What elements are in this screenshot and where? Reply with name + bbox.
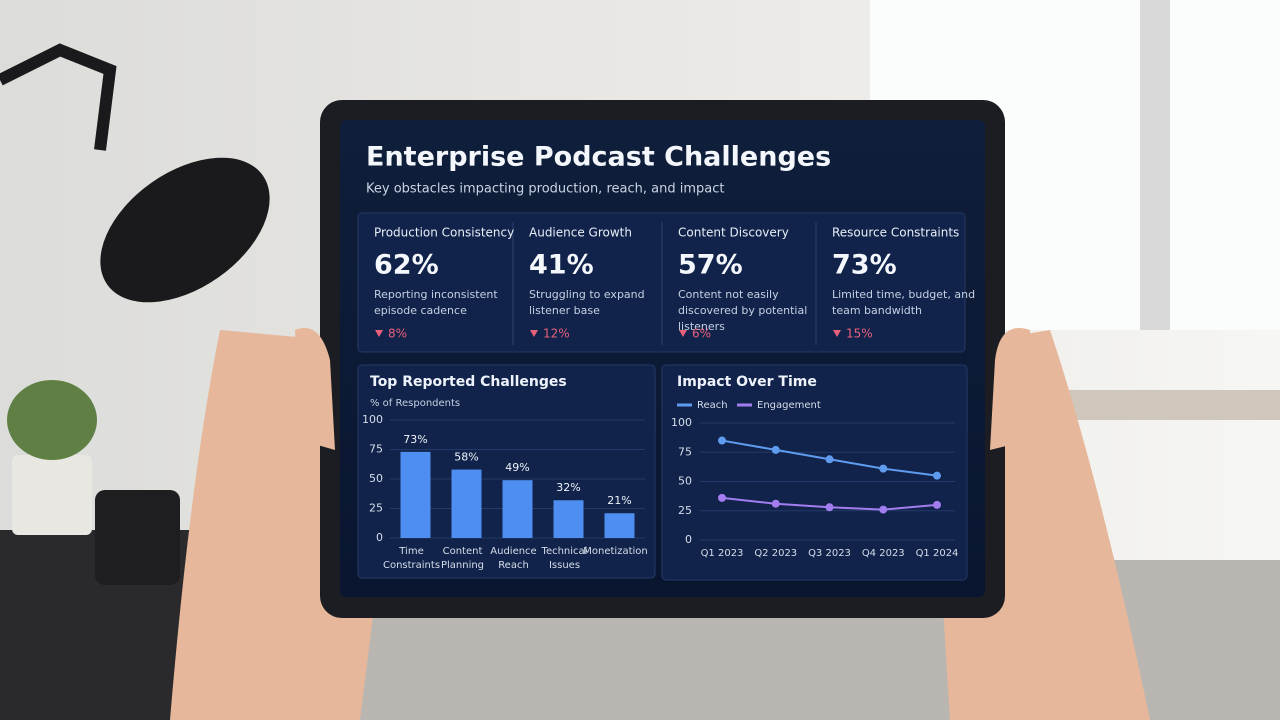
down-arrow xyxy=(679,330,687,337)
x-tick-label: Q1 2023 xyxy=(701,548,744,559)
chart-title: Impact Over Time xyxy=(677,374,817,390)
line-point xyxy=(879,464,888,473)
kpi-value: 41% xyxy=(529,250,594,281)
desk-right xyxy=(1040,390,1280,420)
kpi-description: Reporting inconsistent episode cadence xyxy=(374,288,498,317)
x-tick-label: Audience Reach xyxy=(490,546,536,571)
kpi-value: 57% xyxy=(678,250,743,281)
x-tick-label: Q2 2023 xyxy=(754,548,797,559)
chart-subtitle: % of Respondents xyxy=(370,398,460,409)
kpi-title: Audience Growth xyxy=(529,226,632,240)
right-thumb xyxy=(990,328,1030,450)
down-arrow xyxy=(833,330,841,337)
legend-label: Engagement xyxy=(757,400,821,411)
line-point xyxy=(771,445,780,454)
x-tick-label: Technical Issues xyxy=(541,546,588,571)
plant xyxy=(7,380,97,460)
kpi-change: 15% xyxy=(846,327,873,341)
kpi-title: Content Discovery xyxy=(678,226,789,240)
plant-pot xyxy=(12,455,92,535)
kpi-description: Content not easily discovered by potentia… xyxy=(678,288,807,333)
y-tick-label: 0 xyxy=(685,533,692,546)
line-panel xyxy=(661,364,968,581)
legend-label: Reach xyxy=(697,400,728,411)
line-point xyxy=(771,499,780,508)
bar xyxy=(400,451,431,538)
x-tick-label: Content Planning xyxy=(441,546,484,571)
window-frame xyxy=(1140,0,1170,330)
kpi-value: 73% xyxy=(832,250,897,281)
x-tick-label: Q1 2024 xyxy=(916,548,959,559)
kpi-description: Struggling to expand listener base xyxy=(529,288,645,317)
x-tick-label: Q3 2023 xyxy=(808,548,851,559)
line-point xyxy=(718,436,726,445)
bar xyxy=(604,513,635,538)
y-tick-label: 75 xyxy=(369,443,383,456)
value-label: 32% xyxy=(556,481,580,494)
bar xyxy=(502,480,533,538)
value-label: 21% xyxy=(607,494,631,507)
mug xyxy=(95,490,180,585)
y-tick-label: 25 xyxy=(369,502,383,515)
y-tick-label: 100 xyxy=(362,413,383,426)
kpi-title: Resource Constraints xyxy=(832,226,959,240)
line-point xyxy=(825,455,834,464)
x-tick-label: Q4 2023 xyxy=(862,548,905,559)
value-label: 49% xyxy=(505,461,529,474)
line-point xyxy=(718,493,726,502)
dashboard-title: Enterprise Podcast Challenges xyxy=(366,142,831,173)
down-arrow xyxy=(375,330,383,337)
value-label: 73% xyxy=(403,433,427,446)
y-tick-label: 75 xyxy=(678,445,692,458)
bar xyxy=(451,469,482,538)
line-point xyxy=(879,505,888,514)
down-arrow xyxy=(530,330,538,337)
kpi-change: 12% xyxy=(543,327,570,341)
x-tick-label: Monetization xyxy=(583,546,647,557)
x-tick-label: Time Constraints xyxy=(383,546,440,571)
y-tick-label: 50 xyxy=(369,472,383,485)
y-tick-label: 50 xyxy=(678,475,692,488)
line-point xyxy=(825,503,834,512)
dashboard-subtitle: Key obstacles impacting production, reac… xyxy=(366,182,724,197)
kpi-value: 62% xyxy=(374,250,439,281)
kpi-title: Production Consistency xyxy=(374,226,514,240)
kpi-change: 6% xyxy=(692,327,711,341)
kpi-change: 8% xyxy=(388,327,407,341)
value-label: 58% xyxy=(454,451,478,464)
y-tick-label: 100 xyxy=(671,416,692,429)
y-tick-label: 0 xyxy=(376,531,383,544)
chart-title: Top Reported Challenges xyxy=(370,374,567,390)
left-thumb xyxy=(295,328,335,450)
microphone xyxy=(100,157,270,303)
line-point xyxy=(933,500,941,509)
kpi-description: Limited time, budget, and team bandwidth xyxy=(832,288,975,317)
bar xyxy=(553,500,584,538)
mic-arm xyxy=(0,43,117,151)
y-tick-label: 25 xyxy=(678,504,692,517)
line-point xyxy=(933,471,941,480)
